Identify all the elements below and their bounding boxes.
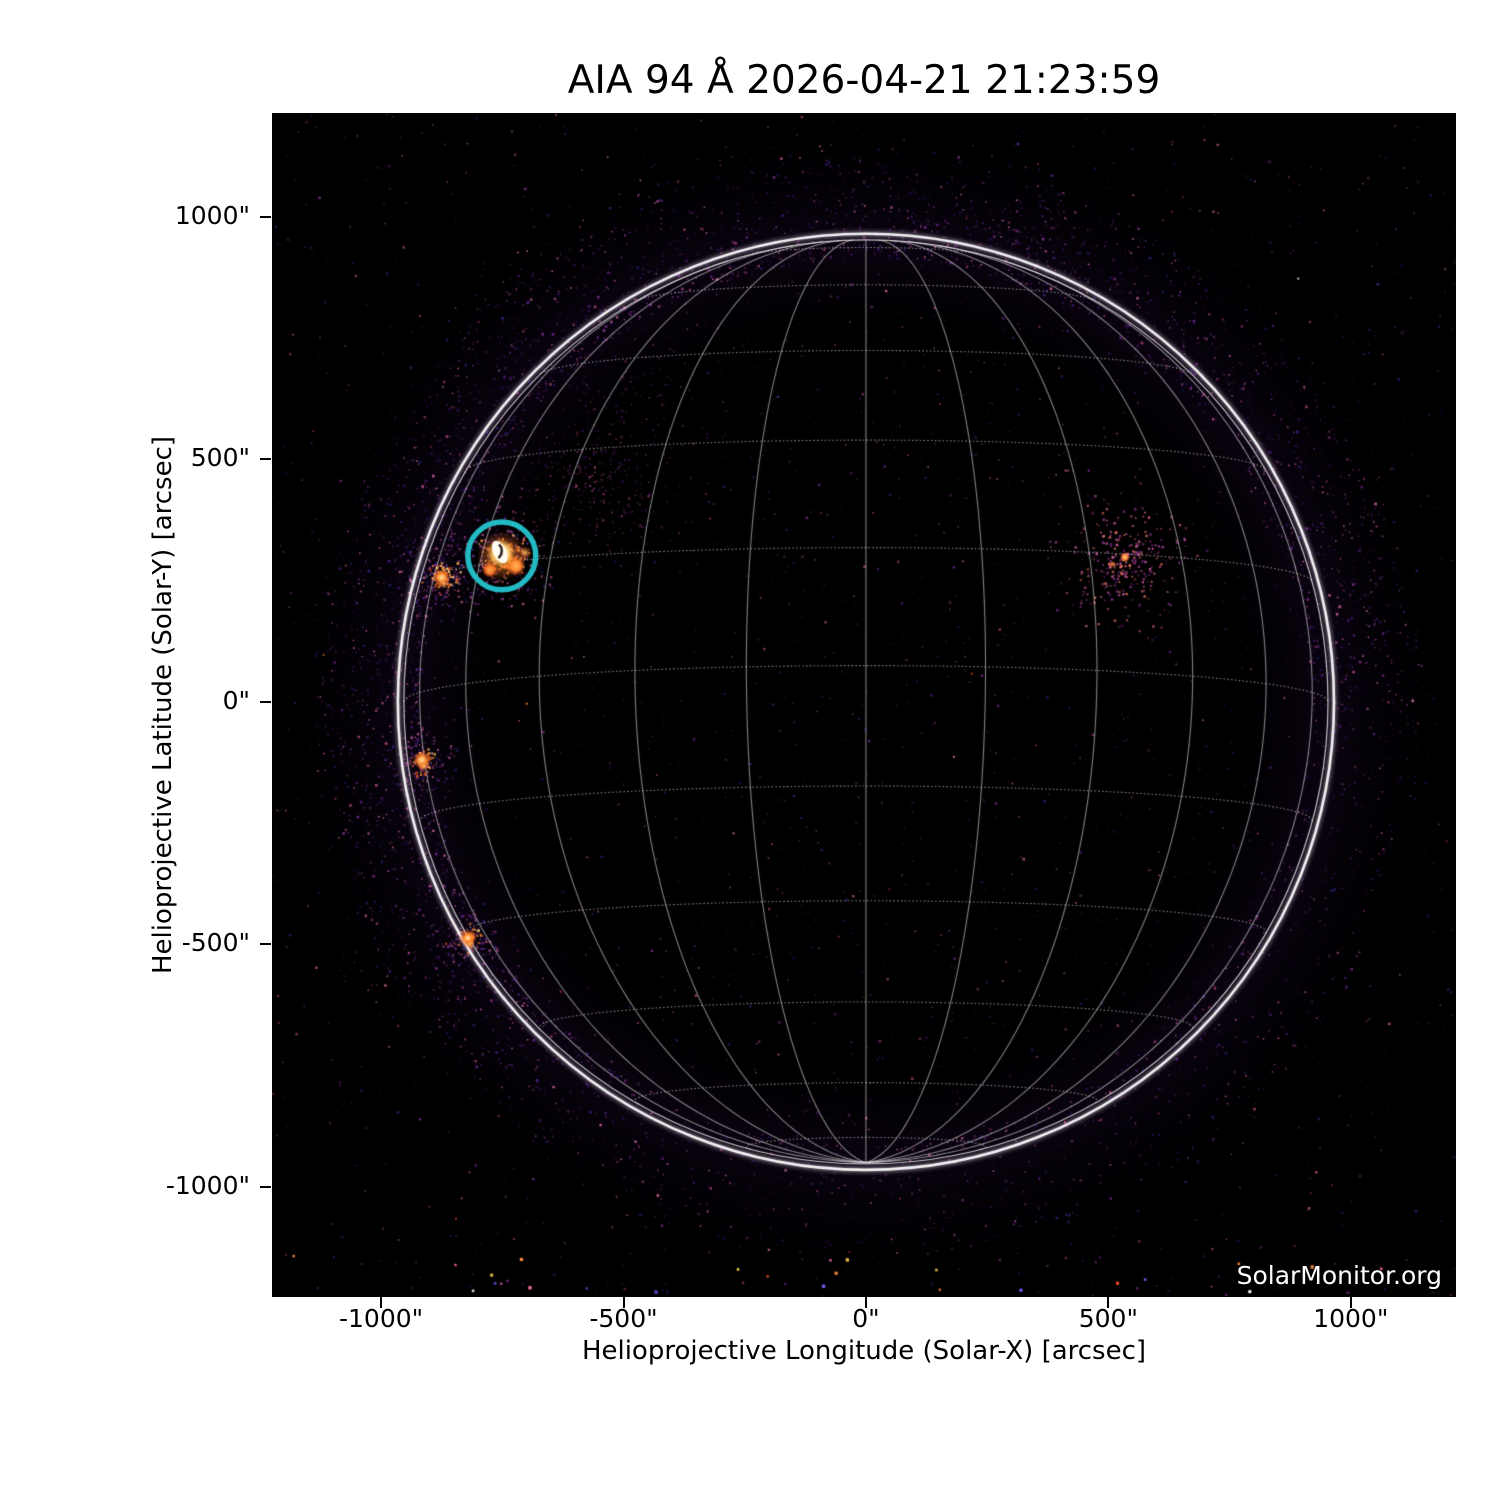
x-tick-mark bbox=[1107, 1297, 1110, 1308]
x-tick-label: 500" bbox=[1078, 1304, 1138, 1333]
y-tick-mark bbox=[260, 943, 271, 946]
y-tick-mark bbox=[260, 458, 271, 461]
y-tick-label: -1000" bbox=[165, 1170, 250, 1200]
y-tick-label: 0" bbox=[222, 685, 250, 715]
y-tick-mark bbox=[260, 1185, 271, 1188]
plot-area: SolarMonitor.org bbox=[272, 113, 1456, 1297]
x-tick-mark bbox=[380, 1297, 383, 1308]
x-tick-mark bbox=[622, 1297, 625, 1308]
x-tick-mark bbox=[864, 1297, 867, 1308]
y-tick-label: 1000" bbox=[174, 200, 250, 230]
x-tick-label: -500" bbox=[589, 1304, 658, 1333]
y-tick-label: -500" bbox=[181, 928, 250, 958]
y-tick-label: 500" bbox=[190, 443, 250, 473]
x-tick-label: -1000" bbox=[339, 1304, 424, 1333]
x-tick-label: 1000" bbox=[1313, 1304, 1389, 1333]
solar-image-canvas bbox=[272, 113, 1456, 1297]
figure-title: AIA 94 Å 2026-04-21 21:23:59 bbox=[567, 58, 1161, 103]
x-tick-label: 0" bbox=[852, 1304, 880, 1333]
watermark-text: SolarMonitor.org bbox=[1236, 1261, 1442, 1290]
y-tick-mark bbox=[260, 215, 271, 218]
y-tick-mark bbox=[260, 700, 271, 703]
x-axis-label: Helioprojective Longitude (Solar-X) [arc… bbox=[581, 1336, 1147, 1366]
x-tick-mark bbox=[1349, 1297, 1352, 1308]
